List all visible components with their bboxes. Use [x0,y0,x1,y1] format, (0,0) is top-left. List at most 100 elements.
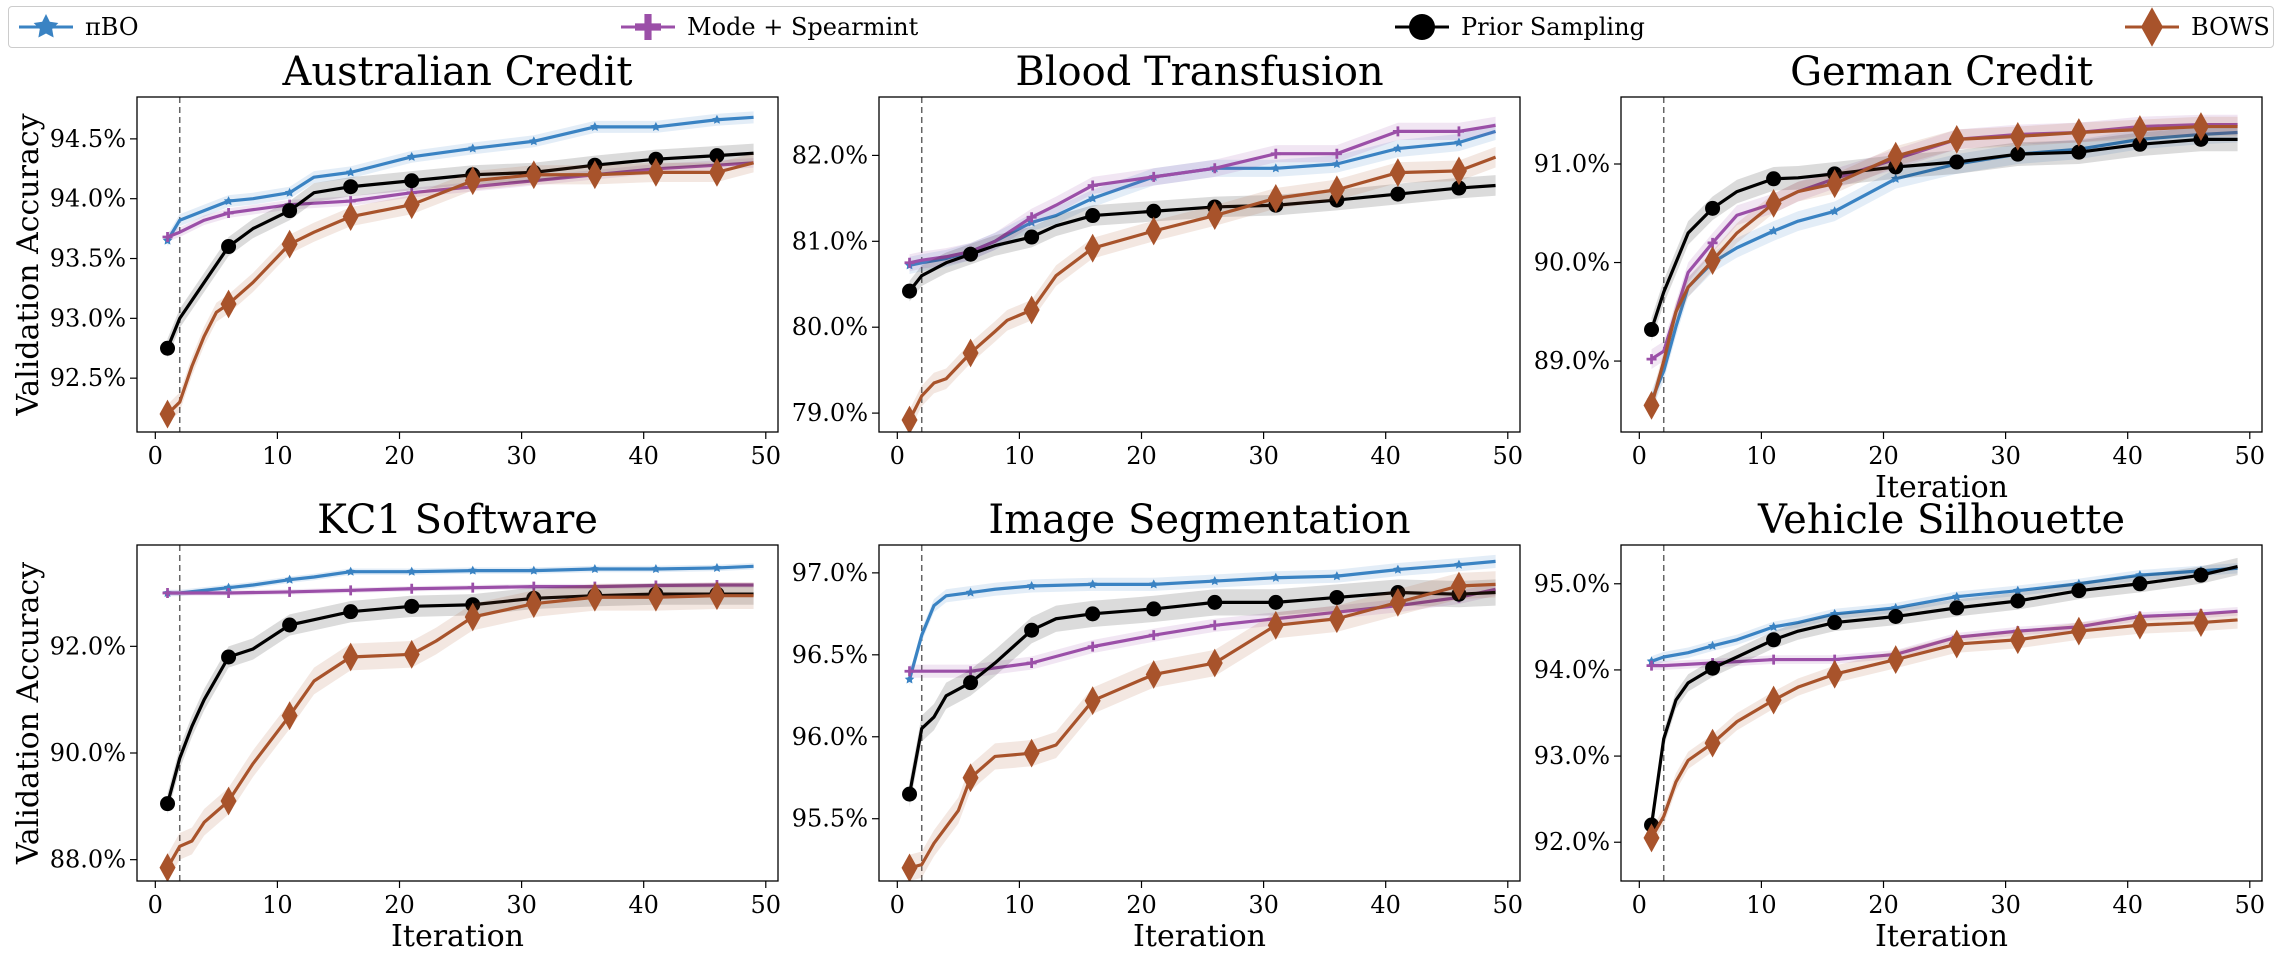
y-tick-label: 90.0% [1534,249,1610,277]
point-bows [220,786,237,816]
point-pibo [1768,621,1779,631]
point-prior [2071,583,2087,599]
point-pibo [1087,193,1098,203]
x-tick-label: 30 [506,442,537,470]
point-pibo [1210,576,1220,586]
point-pibo [651,121,661,131]
legend-swatch-bows [2125,7,2179,47]
point-bows [403,190,420,220]
series-line-spearmint [167,583,754,595]
point-prior [1766,632,1782,648]
point-prior [1390,186,1406,202]
y-tick-label: 93.5% [50,245,126,273]
point-spearmint [162,231,173,242]
band-spearmint [1651,607,2238,670]
point-pibo [223,196,234,206]
point-prior [2010,146,2026,162]
point-bows [464,602,481,632]
x-tick-label: 40 [2112,891,2143,919]
series-line-spearmint [909,587,1496,673]
point-spearmint [1768,654,1779,665]
x-axis-label: Iteration [1133,919,1266,953]
point-bows [2009,625,2026,655]
point-bows [1267,610,1284,640]
point-bows [2131,610,2148,640]
subplot-5: Vehicle Silhouette 0 10 20 30 40 50 92.0% 93.0% 9… [1534,497,2265,953]
point-prior [2010,593,2026,609]
point-bows [525,160,542,190]
band-pibo [167,563,754,597]
y-axis-label: Validation Accuracy [11,113,46,416]
point-bows [220,289,237,319]
plot-area [159,111,754,429]
band-prior [1651,557,2238,834]
plot-area [901,116,1497,432]
x-axis-label: Iteration [1875,470,2008,505]
point-bows [1084,233,1101,263]
point-prior [160,796,176,812]
point-bows [647,582,664,612]
point-spearmint [1646,354,1657,365]
point-bows [586,160,603,190]
point-pibo [223,582,234,592]
y-tick-label: 92.0% [1534,828,1610,856]
x-tick-label: 0 [148,442,163,470]
point-prior [963,246,979,262]
point-bows [901,405,918,432]
point-bows [1206,201,1223,230]
legend-marker-pibo [33,14,59,38]
point-spearmint [1148,630,1159,641]
subplot-title: Blood Transfusion [1015,49,1383,95]
y-tick-label: 90.0% [50,739,126,767]
point-spearmint [1148,171,1159,182]
point-prior [1085,208,1101,224]
point-spearmint [1646,660,1657,671]
x-tick-label: 50 [1493,442,1524,470]
point-bows [159,399,176,429]
point-bows [2070,118,2087,147]
point-spearmint [284,586,295,597]
point-pibo [1148,579,1159,589]
y-tick-label: 94.5% [50,125,126,153]
point-prior [1329,589,1345,605]
plot-area [1643,112,2238,420]
point-bows [1643,390,1660,420]
point-prior [1705,200,1721,216]
point-bows [1145,216,1162,246]
legend-item-bows: BOWS [2123,7,2270,47]
x-tick-label: 30 [506,891,537,919]
legend-label-bows: BOWS [2191,13,2270,41]
point-prior [2193,567,2209,583]
point-bows [1328,175,1345,205]
point-prior [282,203,298,219]
point-bows [1765,685,1782,715]
band-bows [909,571,1496,881]
point-bows [1450,571,1467,601]
y-tick-label: 89.0% [1534,347,1610,375]
band-pibo [909,554,1496,686]
axes-frame [136,96,779,433]
band-bows [909,146,1496,431]
point-spearmint [1209,163,1220,174]
y-axis-label: Validation Accuracy [11,562,46,865]
point-spearmint [1392,126,1403,137]
point-pibo [651,564,661,574]
x-tick-label: 0 [890,891,905,919]
x-tick-label: 50 [2235,442,2266,470]
point-pibo [1454,137,1464,147]
axes-frame [136,544,779,882]
legend-swatch-prior [1395,14,1449,40]
point-prior [282,617,298,633]
point-bows [1084,686,1101,716]
y-tick-label: 91.0% [1534,150,1610,178]
point-prior [343,179,359,195]
series-line-bows [908,155,1497,421]
point-spearmint [467,582,478,593]
y-tick-label: 82.0% [792,141,868,169]
axes-frame [1620,96,2263,433]
subplot-2: German Credit 0 10 20 30 40 50 89.0% 90.0% 91.0% I… [1534,49,2265,505]
point-prior [1827,615,1843,631]
point-bows [1826,169,1843,199]
subplot-0: Australian Credit 0 10 20 30 40 50 92.5% 93.0% 93… [11,49,781,470]
point-pibo [590,564,600,574]
